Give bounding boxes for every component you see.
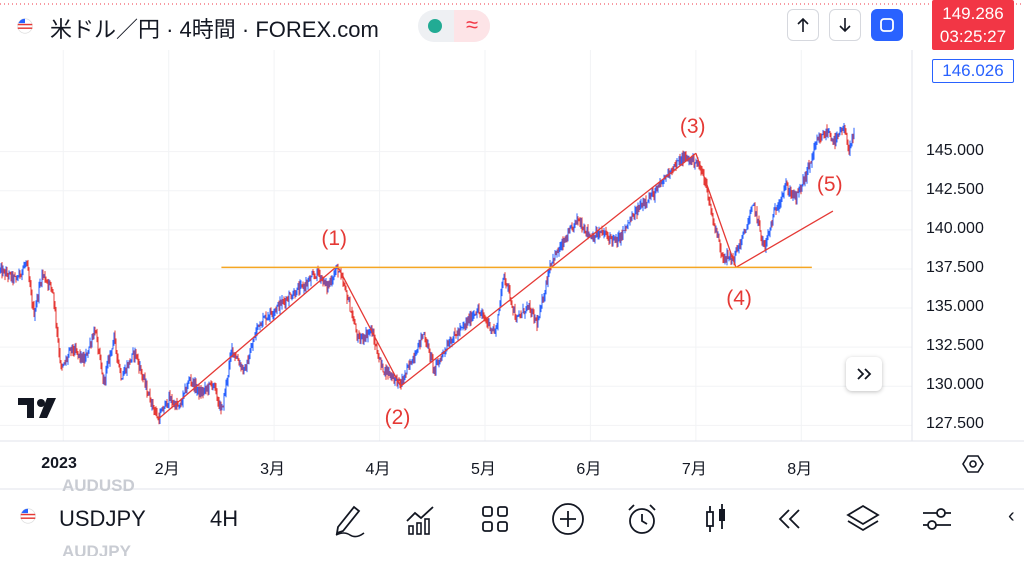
- layout-grid-icon[interactable]: [475, 499, 515, 539]
- wave-line: [735, 210, 834, 268]
- current-price: 149.286: [942, 4, 1004, 23]
- symbol-selector[interactable]: USDJPY: [59, 506, 146, 531]
- alarm-icon[interactable]: [622, 499, 662, 539]
- marker-price-tag[interactable]: 146.026: [932, 59, 1014, 83]
- double-chevron-right-icon: [857, 368, 872, 380]
- wave-label[interactable]: (1): [321, 227, 348, 251]
- flag-icon: [17, 18, 33, 34]
- interval-selector[interactable]: 4H: [210, 506, 239, 531]
- wave-label[interactable]: (2): [384, 405, 411, 429]
- arrow-up-icon: [797, 17, 809, 32]
- wave-icon: ≈: [454, 10, 490, 42]
- bottom-toolbar: AUDUSD AUDJPY USDJPY 4H: [0, 476, 1024, 556]
- expand-icon: [880, 18, 894, 32]
- price-axis-label: 127.500: [926, 415, 984, 433]
- time-axis-label: 2023: [41, 455, 77, 472]
- scroll-down-button[interactable]: [829, 9, 861, 41]
- wave-line: [400, 152, 697, 387]
- symbol-flag-icon: [20, 508, 36, 524]
- price-axis-label: 145.000: [926, 141, 984, 159]
- scroll-up-button[interactable]: [787, 9, 819, 41]
- time-axis-label: 7月: [681, 461, 707, 478]
- arrow-down-icon: [839, 18, 851, 33]
- grid: [0, 50, 912, 441]
- wave-label[interactable]: (3): [679, 114, 706, 138]
- price-axis-label: 140.000: [926, 219, 984, 237]
- ghost-symbol-below: AUDJPY: [62, 542, 131, 556]
- price-axis-label: 137.500: [926, 258, 984, 276]
- status-pill[interactable]: ≈: [418, 10, 490, 42]
- time-axis-label: 5月: [470, 461, 496, 478]
- replay-icon[interactable]: [769, 499, 809, 539]
- layers-icon[interactable]: [843, 499, 883, 539]
- wave-line: [336, 265, 402, 387]
- wave-label[interactable]: (4): [726, 286, 752, 310]
- price-axis-label: 132.500: [926, 337, 984, 355]
- time-axis-label: 2月: [154, 461, 180, 478]
- ghost-symbol-above: AUDUSD: [62, 476, 135, 492]
- add-circle-icon[interactable]: [548, 499, 588, 539]
- price-axis-label: 130.000: [926, 376, 984, 394]
- status-dot-icon: [428, 19, 442, 33]
- wave-line: [695, 153, 737, 268]
- draw-pen-icon[interactable]: [328, 499, 368, 539]
- chart-title[interactable]: 米ドル／円 · 4時間 · FOREX.com: [50, 17, 379, 42]
- time-axis-label: 3月: [260, 461, 286, 478]
- indicators-icon[interactable]: [401, 499, 441, 539]
- tradingview-logo: [18, 398, 56, 418]
- price-axis-label: 142.500: [926, 180, 984, 198]
- scroll-to-realtime-button[interactable]: [846, 357, 882, 391]
- current-price-tag: 149.286 03:25:27: [932, 0, 1014, 50]
- wave-line: [157, 265, 338, 420]
- toolbar-overflow-icon[interactable]: ‹: [1008, 505, 1015, 527]
- time-axis-label: 8月: [787, 461, 813, 478]
- settings-sliders-icon[interactable]: [917, 499, 957, 539]
- axis-settings-icon[interactable]: [962, 455, 984, 473]
- time-axis-label: 4月: [365, 461, 391, 478]
- bar-countdown: 03:25:27: [939, 27, 1007, 46]
- wave-label[interactable]: (5): [816, 172, 843, 196]
- fullscreen-button[interactable]: [871, 9, 903, 41]
- price-axis-label: 135.000: [926, 298, 984, 316]
- price-candles: [0, 122, 855, 425]
- time-axis-label: 6月: [576, 461, 602, 478]
- candles-icon[interactable]: [696, 499, 736, 539]
- wave-lines[interactable]: [157, 152, 834, 420]
